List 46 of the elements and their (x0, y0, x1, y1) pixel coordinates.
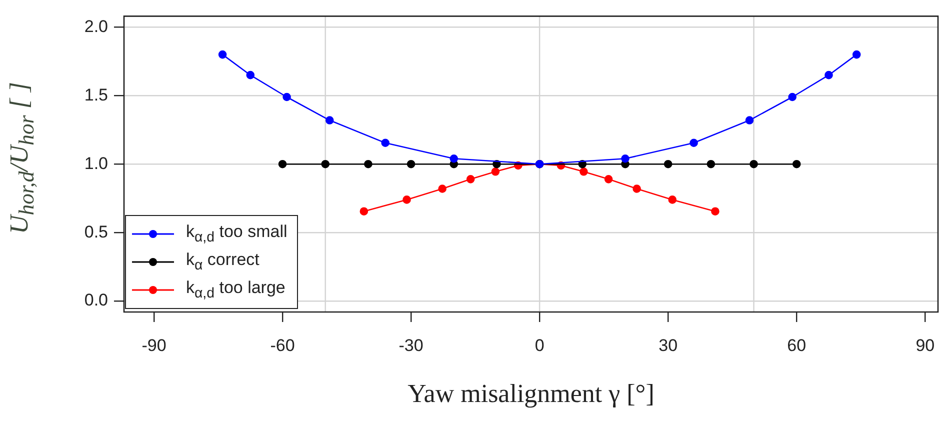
point (438, 184, 446, 193)
point (792, 160, 801, 168)
x-tick-label: 90 (916, 336, 935, 355)
point (852, 50, 861, 59)
legend-label: k$_{α,d}$ too small (186, 222, 288, 246)
point (745, 116, 754, 124)
point (278, 160, 287, 168)
point (491, 167, 500, 176)
point (466, 175, 475, 184)
point (690, 138, 698, 148)
point (325, 116, 334, 124)
point (364, 160, 372, 168)
point (824, 70, 833, 80)
y-tick-label: 1.5 (84, 85, 108, 104)
point (668, 196, 677, 204)
legend-label: k$_{α}$ correct (186, 250, 260, 274)
point (604, 175, 613, 184)
point (218, 50, 227, 59)
point (621, 154, 630, 163)
y-tick-label: 0.0 (84, 290, 108, 310)
x-tick-label: 0 (534, 336, 544, 355)
point (788, 92, 796, 102)
point (632, 184, 641, 193)
x-tick-label: 60 (787, 336, 806, 355)
point (711, 207, 720, 216)
point (282, 92, 291, 102)
point (450, 154, 458, 163)
y-tick-label: 1.0 (84, 154, 108, 173)
y-tick-label: 2.0 (84, 16, 108, 36)
point (321, 160, 330, 168)
point (381, 138, 390, 148)
x-tick-label: 30 (658, 336, 678, 355)
point (664, 160, 672, 168)
point (406, 160, 416, 168)
x-axis-title: Yaw misalignment γ [°] (406, 379, 656, 409)
point (402, 196, 411, 204)
point (360, 207, 368, 216)
point (246, 70, 255, 80)
point (706, 160, 716, 168)
x-tick-label: -90 (142, 336, 166, 355)
x-tick-label: -30 (398, 336, 424, 355)
x-tick-label: -60 (270, 336, 295, 355)
point (580, 167, 588, 176)
point (750, 160, 758, 168)
legend-label: k$_{α,d}$ too large (186, 278, 286, 302)
y-tick-label: 0.5 (84, 222, 108, 242)
